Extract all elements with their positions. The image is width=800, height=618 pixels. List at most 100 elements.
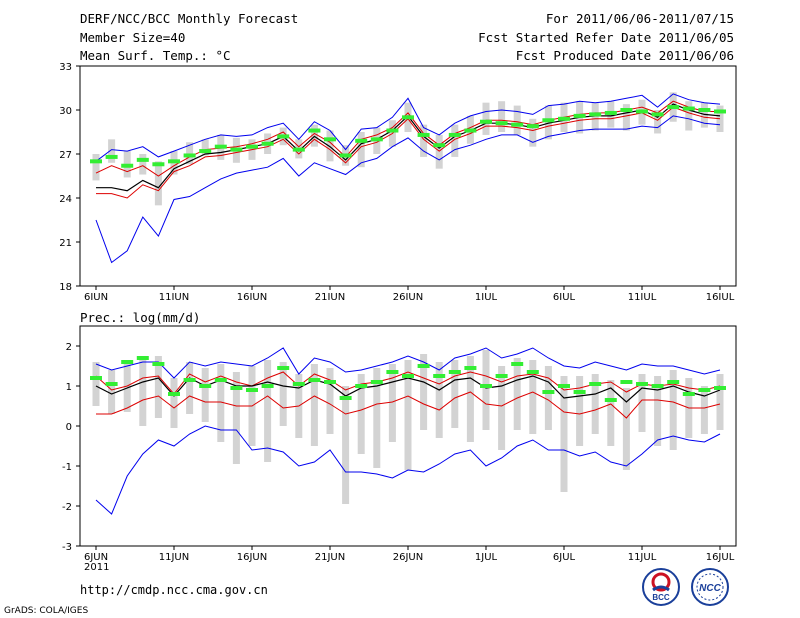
reference-marker [136,356,149,360]
grads-credit: GrADS: COLA/IGES [4,606,89,616]
reference-marker [386,370,399,374]
reference-marker [105,382,118,386]
reference-marker [558,384,570,388]
reference-marker [136,157,149,162]
source-url: http://cmdp.ncc.cma.gov.cn [80,583,268,597]
range-box [388,364,396,442]
reference-marker [714,386,726,390]
range-box [186,142,194,165]
reference-marker [698,388,711,392]
range-box [357,374,365,454]
reference-marker [121,360,134,364]
range-box [513,105,521,135]
reference-marker [433,143,446,148]
chart-title: DERF/NCC/BCC Monthly Forecast [80,11,299,26]
range-box [310,124,318,147]
reference-marker [589,382,602,386]
y-tick-label-1: -2 [62,502,72,513]
x-tick-label-5: 1JUL [475,552,498,563]
reference-marker [152,362,165,366]
range-box [654,376,662,446]
reference-marker [620,108,633,112]
y-tick-label-3: 27 [59,150,72,161]
ncc-logo: NCC [691,568,729,606]
range-box [139,358,147,426]
reference-marker [277,366,290,370]
reference-marker [651,384,664,388]
range-box [123,362,131,412]
reference-marker [214,144,227,149]
reference-marker [402,374,414,378]
x-tick-label-2: 16JUN [237,292,267,300]
reference-marker [714,109,726,114]
series-line-lower [96,391,721,419]
reference-marker [90,159,102,164]
reference-marker [526,124,539,129]
range-box [544,366,552,430]
forecast-started: Fcst Started Refer Date 2011/06/05 [478,30,734,45]
range-box [217,364,225,442]
range-box [529,360,537,434]
range-box [669,370,677,450]
y-tick-label-2: 24 [59,194,72,205]
range-box [357,132,365,168]
range-box [716,374,724,430]
range-box [92,362,100,406]
range-box [482,350,490,430]
series-line-max [95,93,721,162]
series-line-max [95,347,721,379]
reference-marker [230,147,243,152]
range-box [685,101,693,131]
range-box [92,154,100,181]
y-tick-label-5: 33 [59,62,72,73]
x-tick-label-1: 11JUN [159,292,189,300]
range-box [420,124,428,157]
range-box [404,360,412,470]
range-box [700,386,708,434]
x-tick-label-8: 16JUL [706,292,735,300]
range-box [232,372,240,464]
reference-marker [339,396,352,400]
range-box [435,362,443,438]
reference-marker [417,132,430,137]
y-tick-label-0: 18 [59,282,72,293]
x-tick-label-5: 1JUL [475,292,498,300]
reference-marker [682,106,695,111]
y-tick-label-0: -3 [62,542,72,553]
y-tick-label-3: 0 [66,422,72,433]
reference-marker [246,388,258,392]
range-box [498,101,506,132]
y-tick-label-1: 21 [59,238,72,249]
reference-marker [230,386,243,390]
x-tick-label-7: 11JUL [628,292,657,300]
series-line-upper [95,371,721,395]
reference-marker [324,380,336,384]
range-box [139,154,147,175]
forecast-produced: Fcst Produced Date 2011/06/06 [515,48,734,63]
reference-marker [573,390,586,394]
reference-marker [386,128,399,133]
range-box [154,161,162,206]
reference-marker [698,108,711,112]
reference-marker [370,380,383,384]
range-box [154,356,162,418]
reference-marker [152,162,165,167]
reference-marker [620,380,633,384]
range-box [326,130,334,162]
range-box [622,104,630,131]
reference-marker [105,154,118,159]
reference-marker [292,382,305,386]
range-box [560,376,568,492]
range-box [622,388,630,470]
x-tick-label-3: 21JUN [315,552,345,563]
reference-marker [542,390,555,394]
reference-marker [308,378,321,382]
reference-marker [246,144,258,149]
range-box [326,368,334,434]
reference-marker [464,128,477,133]
range-box [373,368,381,468]
x-tick-label-4: 26JUN [393,552,423,563]
